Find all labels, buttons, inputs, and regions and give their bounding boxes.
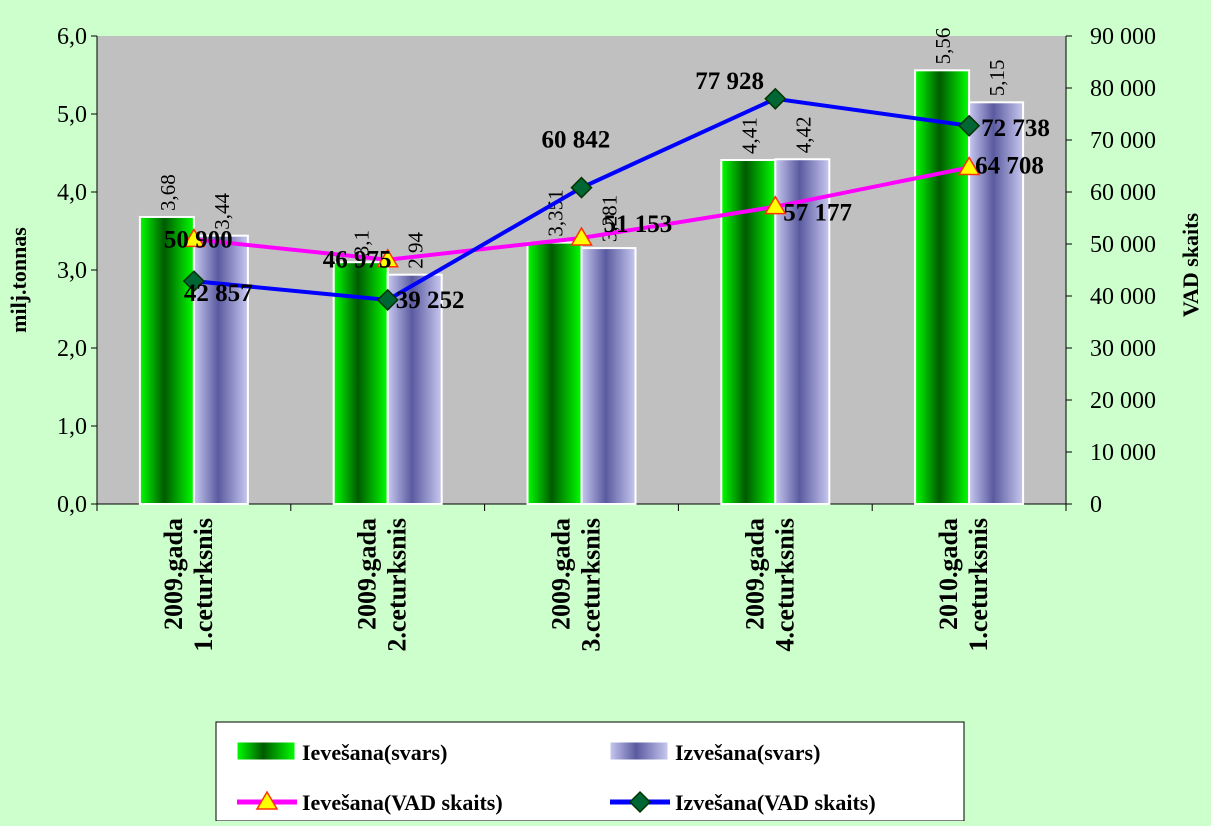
triangle-marker bbox=[570, 226, 593, 246]
left-axis-tick-label: 4,0 bbox=[57, 180, 87, 206]
bar-export bbox=[386, 273, 443, 505]
diamond-marker bbox=[570, 176, 593, 199]
left-axis-tick-label: 0,0 bbox=[57, 492, 87, 518]
right-axis-tick-label: 0 bbox=[1090, 492, 1102, 518]
bar-value-label: 3,68 bbox=[156, 174, 180, 211]
right-axis-tick-label: 70 000 bbox=[1090, 128, 1156, 154]
bar-import bbox=[914, 69, 971, 505]
diamond-marker bbox=[182, 270, 205, 293]
left-axis-tick-label: 1,0 bbox=[57, 414, 87, 440]
triangle-marker bbox=[763, 195, 787, 215]
line-value-label: 46 975 bbox=[323, 247, 392, 274]
line-value-label: 42 857 bbox=[184, 280, 253, 307]
legend-swatch bbox=[609, 741, 669, 761]
right-axis-tick-label: 90 000 bbox=[1090, 24, 1156, 50]
category-label: 2009.gada bbox=[547, 518, 576, 630]
diamond-marker bbox=[376, 288, 399, 311]
legend-label: Ievešana(VAD skaits) bbox=[302, 790, 503, 815]
right-axis-tick-label: 40 000 bbox=[1090, 284, 1156, 310]
line-value-label: 50 900 bbox=[164, 226, 233, 253]
right-axis-title: VAD skaits bbox=[1178, 213, 1203, 318]
category-label: 4.ceturksnis bbox=[770, 518, 799, 652]
triangle-marker bbox=[957, 156, 981, 176]
right-axis-tick-label: 30 000 bbox=[1090, 336, 1156, 362]
line-value-label: 77 928 bbox=[695, 68, 764, 95]
legend-marker bbox=[628, 790, 652, 814]
legend-marker bbox=[255, 790, 279, 810]
line-value-label: 51 153 bbox=[604, 211, 673, 238]
right-axis-tick-label: 80 000 bbox=[1090, 76, 1156, 102]
legend-swatch bbox=[236, 741, 296, 761]
line-value-label: 60 842 bbox=[542, 127, 611, 154]
bar-value-label: 4,41 bbox=[737, 117, 761, 154]
bar-value-label: 4,42 bbox=[791, 116, 815, 153]
category-label: 3.ceturksnis bbox=[577, 518, 606, 652]
bar-import bbox=[720, 159, 777, 506]
legend-label: Izvešana(VAD skaits) bbox=[675, 790, 876, 815]
bar-value-label: 5,56 bbox=[931, 28, 955, 65]
triangle-marker bbox=[182, 227, 206, 248]
bar-export bbox=[192, 234, 249, 505]
legend-label: Ievešana(svars) bbox=[302, 740, 447, 765]
line-value-label: 64 708 bbox=[975, 153, 1044, 180]
right-axis-tick-label: 60 000 bbox=[1090, 180, 1156, 206]
left-axis-tick-label: 5,0 bbox=[57, 102, 87, 128]
line-value-label: 39 252 bbox=[396, 287, 465, 314]
line-value-label: 57 177 bbox=[783, 200, 852, 227]
bar-export bbox=[968, 101, 1025, 506]
left-axis-tick-label: 3,0 bbox=[57, 258, 87, 284]
category-label: 2009.gada bbox=[740, 518, 769, 630]
left-axis-title: milj.tonnas bbox=[6, 227, 31, 333]
bar-import bbox=[526, 241, 583, 505]
bar-value-label: 3,44 bbox=[210, 192, 234, 229]
diamond-marker bbox=[764, 87, 787, 110]
left-axis-tick-label: 2,0 bbox=[57, 336, 87, 362]
triangle-marker bbox=[376, 248, 400, 268]
category-label: 2010.gada bbox=[934, 518, 963, 630]
right-axis-tick-label: 10 000 bbox=[1090, 440, 1156, 466]
category-label: 2009.gada bbox=[159, 518, 188, 630]
category-label: 2009.gada bbox=[353, 518, 382, 630]
right-axis-tick-label: 20 000 bbox=[1090, 388, 1156, 414]
bar-export bbox=[774, 158, 831, 506]
bar-value-label: 3,1 bbox=[350, 230, 374, 256]
bar-import bbox=[138, 215, 195, 506]
legend-box bbox=[215, 721, 965, 822]
legend-label: Izvešana(svars) bbox=[675, 740, 820, 765]
bar-export bbox=[580, 247, 637, 505]
bar-value-label: 5,15 bbox=[985, 60, 1009, 97]
category-label: 2.ceturksnis bbox=[383, 518, 412, 652]
category-label: 1.ceturksnis bbox=[189, 518, 218, 652]
bar-value-label: 2,94 bbox=[404, 231, 428, 268]
diamond-marker bbox=[958, 114, 981, 137]
category-label: 1.ceturksnis bbox=[964, 518, 993, 652]
left-axis-tick-label: 6,0 bbox=[57, 24, 87, 50]
right-axis-tick-label: 50 000 bbox=[1090, 232, 1156, 258]
line-value-label: 72 738 bbox=[981, 115, 1050, 142]
